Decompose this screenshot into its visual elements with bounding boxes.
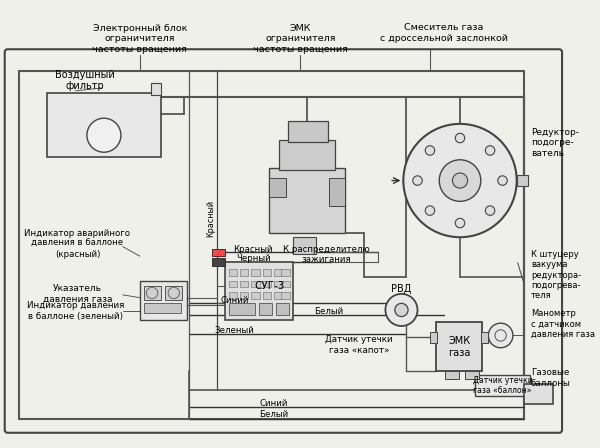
Text: Индикатор давления
в баллоне (зеленый): Индикатор давления в баллоне (зеленый) — [27, 301, 124, 321]
Bar — [436, 322, 482, 371]
Circle shape — [485, 146, 495, 155]
Bar — [278, 140, 335, 170]
Bar — [229, 292, 237, 299]
Text: Указатель
давления газа: Указатель давления газа — [43, 284, 112, 304]
Bar — [229, 303, 255, 314]
Bar — [430, 332, 437, 343]
Bar — [281, 269, 290, 276]
Bar — [274, 281, 283, 287]
Bar — [269, 168, 345, 233]
Bar — [274, 269, 283, 276]
Text: К распределителю
зажигания: К распределителю зажигания — [283, 245, 369, 264]
FancyBboxPatch shape — [5, 49, 562, 433]
Bar — [288, 121, 328, 142]
Text: Белый: Белый — [314, 307, 343, 316]
Bar — [517, 175, 528, 186]
Bar — [212, 249, 225, 256]
Bar — [143, 303, 181, 313]
Bar — [263, 292, 271, 299]
Circle shape — [425, 206, 434, 215]
Circle shape — [498, 176, 507, 185]
Text: Синий: Синий — [260, 399, 288, 408]
Bar — [251, 281, 260, 287]
Bar — [293, 237, 316, 254]
Text: ЭМК
газа: ЭМК газа — [448, 336, 470, 358]
Text: Датчик утечки
газа «капот»: Датчик утечки газа «капот» — [325, 335, 393, 355]
Bar — [269, 178, 286, 197]
Text: Электронный блок
ограничителя
частоты вращения: Электронный блок ограничителя частоты вр… — [92, 24, 187, 54]
Bar — [263, 281, 271, 287]
Text: СУГ-3: СУГ-3 — [254, 281, 284, 291]
Text: Манометр
с датчиком
давления газа: Манометр с датчиком давления газа — [531, 309, 595, 339]
Text: Красный: Красный — [233, 245, 273, 254]
Text: Редуктор-
подогре-
ватель: Редуктор- подогре- ватель — [531, 128, 579, 158]
Text: Синий: Синий — [220, 296, 248, 305]
Circle shape — [395, 303, 408, 317]
Text: Смеситель газа
с дроссельной заслонкой: Смеситель газа с дроссельной заслонкой — [380, 23, 508, 43]
Bar — [240, 292, 248, 299]
Text: Индикатор аварийного
давления в баллоне
(красный): Индикатор аварийного давления в баллоне … — [25, 229, 130, 259]
Text: К штуцеру
вакуума
редуктора-
подогрева-
теля: К штуцеру вакуума редуктора- подогрева- … — [531, 250, 581, 300]
Circle shape — [385, 294, 418, 326]
Bar — [140, 281, 187, 320]
Bar — [329, 178, 345, 206]
Text: Зеленый: Зеленый — [214, 326, 254, 335]
Circle shape — [439, 160, 481, 201]
Bar — [259, 303, 272, 314]
Bar — [524, 383, 553, 405]
Bar — [465, 371, 479, 379]
Bar — [240, 281, 248, 287]
Circle shape — [488, 323, 513, 348]
Text: Красный: Красный — [206, 200, 215, 237]
Text: Воздушный
фильтр: Воздушный фильтр — [55, 69, 115, 91]
Circle shape — [485, 206, 495, 215]
Bar — [276, 303, 289, 314]
Bar — [274, 292, 283, 299]
Circle shape — [455, 134, 465, 143]
Text: Датчик утечки
газа «баллон»: Датчик утечки газа «баллон» — [473, 376, 532, 395]
Circle shape — [403, 124, 517, 237]
Bar — [281, 281, 290, 287]
Bar — [143, 286, 161, 300]
Bar — [229, 281, 237, 287]
Bar — [481, 332, 488, 343]
Text: Черный: Черный — [236, 254, 271, 263]
Bar — [240, 269, 248, 276]
Bar — [151, 83, 161, 95]
Bar — [229, 269, 237, 276]
Text: Газовые
баллоны: Газовые баллоны — [531, 368, 571, 388]
Bar — [251, 292, 260, 299]
Bar — [281, 292, 290, 299]
Bar — [225, 262, 293, 320]
Circle shape — [425, 146, 434, 155]
Bar — [212, 258, 225, 266]
Circle shape — [452, 173, 467, 188]
Circle shape — [87, 118, 121, 152]
Bar — [263, 269, 271, 276]
Text: ЭМК
ограничителя
частоты вращения: ЭМК ограничителя частоты вращения — [253, 24, 348, 54]
Circle shape — [455, 218, 465, 228]
Text: РВД: РВД — [391, 284, 412, 294]
Bar — [251, 269, 260, 276]
Bar — [475, 375, 530, 396]
Bar — [445, 371, 459, 379]
Bar — [47, 93, 161, 157]
Bar — [166, 286, 182, 300]
Circle shape — [413, 176, 422, 185]
Text: Белый: Белый — [259, 410, 289, 419]
